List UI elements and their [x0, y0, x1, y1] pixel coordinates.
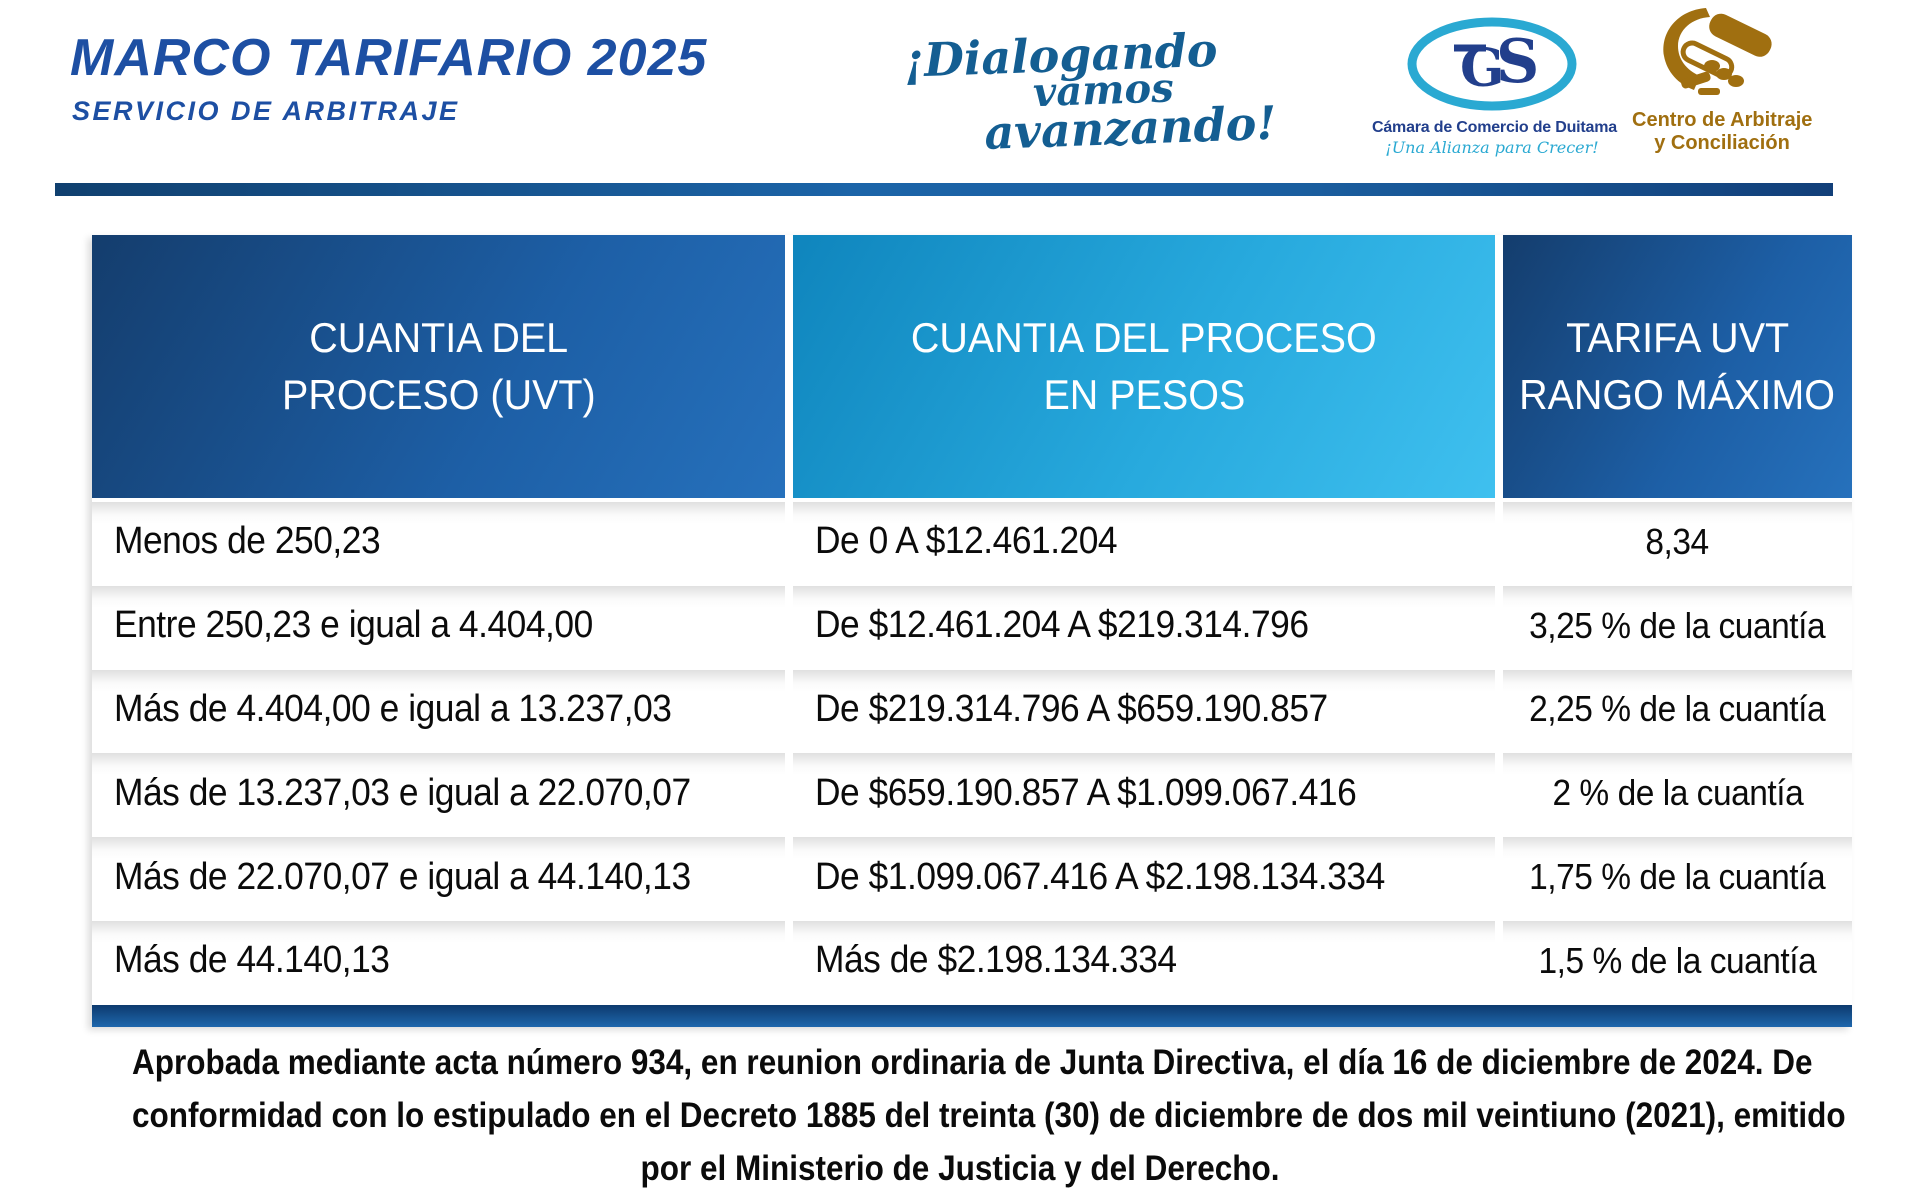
handshake-gavel-icon [1663, 8, 1772, 95]
column-header-pesos: CUANTIA DEL PROCESO EN PESOS [793, 235, 1495, 498]
arbitration-center-logo: Centro de Arbitraje y Conciliación [1632, 4, 1812, 155]
approval-note-line-1: Aprobada mediante acta número 934, en re… [132, 1043, 1813, 1082]
table-cell-uvt: Menos de 250,23 [92, 502, 785, 582]
center-name-line-1: Centro de Arbitraje [1632, 109, 1813, 131]
column-header-uvt: CUANTIA DEL PROCESO (UVT) [92, 235, 785, 498]
table-cell-tarifa: 3,25 % de la cuantía [1503, 585, 1852, 666]
chamber-name: Cámara de Comercio de Duitama [1372, 119, 1617, 136]
table-cell-tarifa: 1,75 % de la cuantía [1503, 837, 1852, 917]
chamber-tagline: ¡Una Alianza para Crecer! [1385, 138, 1599, 157]
table-cell-uvt: Más de 4.404,00 e igual a 13.237,03 [92, 669, 785, 750]
table-bottom-bar [92, 1004, 1852, 1027]
chamber-logo-icon: G S [1407, 17, 1577, 111]
header-divider [55, 183, 1833, 196]
slogan-line-3: avanzando! [983, 95, 1278, 160]
table-cell-tarifa: 2,25 % de la cuantía [1503, 669, 1852, 750]
table-cell-pesos: De $219.314.796 A $659.190.857 [793, 669, 1495, 750]
approval-note-line-2: conformidad con lo estipulado en el Decr… [132, 1096, 1846, 1135]
column-header-tarifa: TARIFA UVT RANGO MÁXIMO [1503, 235, 1852, 498]
table-cell-pesos: Más de $2.198.134.334 [793, 920, 1495, 1001]
table-cell-pesos: De $659.190.857 A $1.099.067.416 [793, 753, 1495, 834]
tariff-table: CUANTIA DEL PROCESO (UVT) CUANTIA DEL PR… [92, 235, 1852, 1027]
table-cell-tarifa: 8,34 [1503, 502, 1852, 582]
page-subtitle: SERVICIO DE ARBITRAJE [72, 96, 460, 126]
table-cell-tarifa: 2 % de la cuantía [1503, 753, 1852, 834]
chamber-logo: G S Cámara de Comercio de Duitama ¡Una A… [1372, 16, 1617, 157]
table-cell-uvt: Más de 22.070,07 e igual a 44.140,13 [92, 837, 785, 917]
center-name-line-2: y Conciliación [1654, 132, 1790, 154]
page-title: MARCO TARIFARIO 2025 [70, 29, 708, 87]
table-cell-uvt: Más de 44.140,13 [92, 920, 785, 1001]
slogan: ¡Dialogando vamos avanzando! [903, 18, 1347, 162]
table-cell-uvt: Más de 13.237,03 e igual a 22.070,07 [92, 753, 785, 834]
approval-note-line-3: por el Ministerio de Justicia y del Dere… [640, 1149, 1280, 1188]
table-cell-tarifa: 1,5 % de la cuantía [1503, 920, 1852, 1001]
svg-text:S: S [1496, 27, 1539, 97]
approval-note: Aprobada mediante acta número 934, en re… [40, 1036, 1880, 1195]
table-cell-pesos: De $1.099.067.416 A $2.198.134.334 [793, 837, 1495, 917]
table-cell-uvt: Entre 250,23 e igual a 4.404,00 [92, 585, 785, 666]
table-cell-pesos: De 0 A $12.461.204 [793, 502, 1495, 582]
table-cell-pesos: De $12.461.204 A $219.314.796 [793, 585, 1495, 666]
chamber-monogram: G [1460, 38, 1504, 99]
